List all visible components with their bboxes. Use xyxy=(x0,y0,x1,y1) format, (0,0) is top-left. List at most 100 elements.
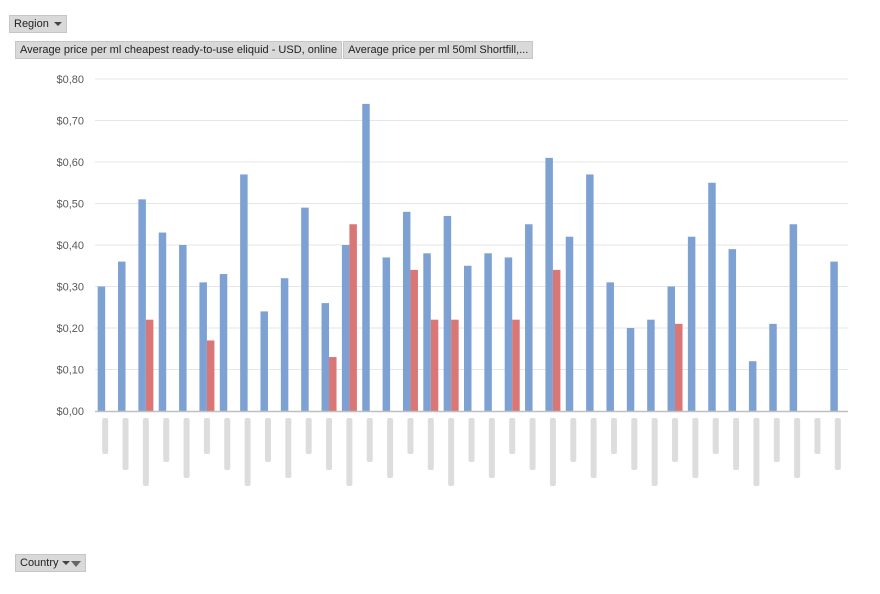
category-label-obscured xyxy=(753,418,760,486)
category-label-obscured xyxy=(590,418,597,478)
bar-series-1 xyxy=(565,236,574,411)
country-button-label: Country xyxy=(20,557,59,569)
bar-series-1 xyxy=(667,286,676,411)
bar-series-1 xyxy=(708,182,716,411)
bar-series-2 xyxy=(430,319,439,411)
y-tick-label: $0,60 xyxy=(56,157,84,169)
country-filter-button[interactable]: Country xyxy=(15,554,86,572)
bar-series-1 xyxy=(423,253,431,411)
category-label-obscured xyxy=(203,418,210,454)
bar-series-1 xyxy=(260,311,268,411)
bar-series-1 xyxy=(219,274,228,411)
category-label-obscured xyxy=(651,418,658,486)
category-label-obscured xyxy=(387,418,394,478)
category-label-obscured xyxy=(468,418,475,462)
bar-series-2 xyxy=(329,357,337,411)
category-label-obscured xyxy=(183,418,190,478)
category-label-obscured xyxy=(529,418,536,470)
category-label-obscured xyxy=(509,418,516,454)
bar-series-1 xyxy=(647,319,655,411)
category-label-obscured xyxy=(244,418,251,486)
bar-series-1 xyxy=(443,215,452,411)
category-label-obscured xyxy=(407,418,414,454)
bar-series-1 xyxy=(728,249,737,411)
category-label-obscured xyxy=(366,418,373,462)
bar-series-1 xyxy=(789,224,798,411)
category-label-obscured xyxy=(224,418,231,470)
legend-item-series-2[interactable]: Average price per ml 50ml Shortfill,... xyxy=(343,41,534,59)
y-tick-label: $0,00 xyxy=(56,406,84,418)
category-label-obscured xyxy=(692,418,699,478)
y-tick-label: $0,30 xyxy=(56,282,84,294)
category-label-obscured xyxy=(549,418,556,486)
bar-series-2 xyxy=(675,323,683,411)
category-label-obscured xyxy=(163,418,170,462)
bar-series-1 xyxy=(97,286,106,411)
bar-series-2 xyxy=(410,269,418,411)
category-label-obscured xyxy=(672,418,679,462)
category-label-obscured xyxy=(122,418,129,470)
bar-series-1 xyxy=(382,257,391,411)
bar-series-1 xyxy=(484,253,492,411)
bar-series-1 xyxy=(280,278,289,411)
bar-series-1 xyxy=(687,236,696,411)
bar-series-1 xyxy=(301,207,309,411)
bar-series-1 xyxy=(769,323,777,411)
category-label-obscured xyxy=(346,418,353,486)
y-tick-label: $0,50 xyxy=(56,199,84,211)
bar-series-1 xyxy=(586,174,594,411)
bar-series-1 xyxy=(464,265,472,411)
bar-series-1 xyxy=(341,245,350,411)
category-label-obscured xyxy=(488,418,495,478)
category-label-obscured xyxy=(448,418,455,486)
category-label-obscured xyxy=(733,418,740,470)
y-tick-label: $0,20 xyxy=(56,323,84,335)
bar-series-1 xyxy=(504,257,513,411)
category-label-obscured xyxy=(794,418,801,478)
category-label-obscured xyxy=(305,418,312,454)
bar-series-1 xyxy=(402,211,411,411)
bar-series-2 xyxy=(145,319,154,411)
legend-item-series-1[interactable]: Average price per ml cheapest ready-to-u… xyxy=(15,41,343,59)
bar-series-2 xyxy=(451,319,459,411)
category-label-obscured xyxy=(570,418,577,462)
bar-series-1 xyxy=(525,224,533,411)
bar-series-1 xyxy=(138,199,146,411)
y-tick-label: $0,10 xyxy=(56,365,84,377)
category-label-obscured xyxy=(102,418,109,454)
region-button-label: Region xyxy=(14,18,49,30)
bar-series-1 xyxy=(626,328,635,411)
bar-series-2 xyxy=(349,224,357,411)
bar-series-1 xyxy=(179,245,187,411)
category-label-obscured xyxy=(142,418,149,486)
y-tick-label: $0,80 xyxy=(56,74,84,86)
bar-series-2 xyxy=(512,319,520,411)
dropdown-arrow-icon xyxy=(53,22,62,27)
bar-series-1 xyxy=(199,282,207,411)
region-filter-button[interactable]: Region xyxy=(9,15,67,33)
category-label-obscured xyxy=(712,418,719,454)
category-label-obscured xyxy=(773,418,780,462)
chart-legend: Average price per ml cheapest ready-to-u… xyxy=(15,41,534,59)
filter-icon xyxy=(70,561,81,567)
bar-series-1 xyxy=(240,174,248,411)
bar-series-1 xyxy=(748,361,757,411)
bar-series-1 xyxy=(362,103,370,412)
bar-series-1 xyxy=(545,157,553,411)
bar-series-1 xyxy=(118,261,126,411)
category-label-obscured xyxy=(326,418,333,470)
category-label-obscured xyxy=(427,418,434,470)
category-label-obscured xyxy=(285,418,292,478)
category-label-obscured xyxy=(834,418,841,470)
dropdown-arrow-icon xyxy=(61,561,70,566)
bar-series-1 xyxy=(606,282,614,411)
bar-series-1 xyxy=(158,232,167,411)
bar-series-1 xyxy=(321,303,330,411)
category-label-obscured xyxy=(610,418,617,454)
category-label-obscured xyxy=(631,418,638,470)
bar-series-2 xyxy=(206,340,215,411)
bar-series-2 xyxy=(552,269,561,411)
y-tick-label: $0,70 xyxy=(56,116,84,128)
category-label-obscured xyxy=(264,418,271,462)
